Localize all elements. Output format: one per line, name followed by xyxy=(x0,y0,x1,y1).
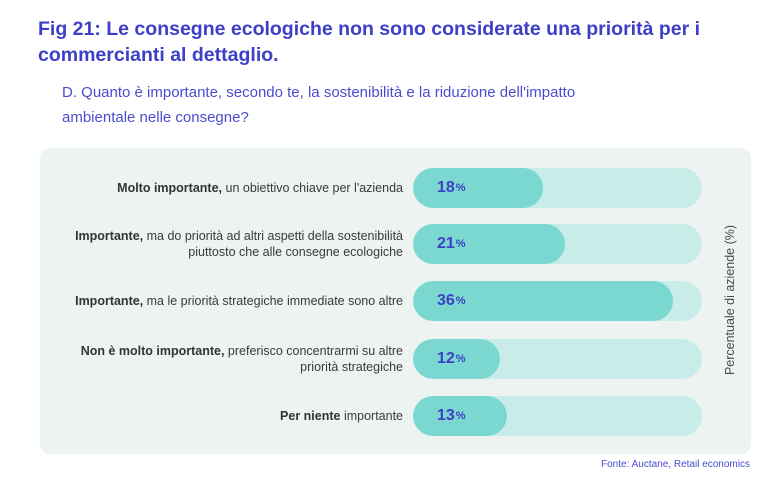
category-label-bold: Per niente xyxy=(280,409,341,423)
data-label-unit: % xyxy=(455,295,466,307)
bar xyxy=(413,396,507,436)
data-label-unit: % xyxy=(455,410,466,422)
bar-track: 18% xyxy=(413,168,702,208)
bar-row: Non è molto importante, preferisco conce… xyxy=(40,339,751,379)
category-label-rest: importante xyxy=(340,409,403,423)
bar xyxy=(413,168,543,208)
category-label-bold: Molto importante, xyxy=(117,181,223,195)
data-label-value: 12 xyxy=(437,350,455,367)
category-label-text: Per niente importante xyxy=(280,408,403,424)
bar-track: 21% xyxy=(413,224,702,264)
bar-track: 13% xyxy=(413,396,702,436)
chart-question: D. Quanto è importante, secondo te, la s… xyxy=(62,84,576,126)
data-label-value: 21 xyxy=(437,235,455,252)
category-label-bold: Importante, xyxy=(75,229,144,243)
category-label-bold: Non è molto importante, xyxy=(80,344,225,358)
category-label-rest: preferisco concentrarmi su altre priorit… xyxy=(224,344,403,374)
chart-title: Fig 21: Le consegne ecologiche non sono … xyxy=(38,18,701,66)
category-label-rest: un obiettivo chiave per l'azienda xyxy=(222,181,403,195)
category-label: Non è molto importante, preferisco conce… xyxy=(63,339,403,379)
category-label-bold: Importante, xyxy=(75,294,144,308)
category-label-rest: ma do priorità ad altri aspetti della so… xyxy=(143,229,403,259)
data-label-unit: % xyxy=(455,353,466,365)
data-label: 36% xyxy=(437,281,466,321)
bar-track: 36% xyxy=(413,281,702,321)
data-label: 18% xyxy=(437,168,466,208)
bar xyxy=(413,339,500,379)
data-label: 13% xyxy=(437,396,466,436)
category-label-text: Molto importante, un obiettivo chiave pe… xyxy=(117,180,403,196)
data-label-unit: % xyxy=(455,238,466,250)
bar xyxy=(413,224,565,264)
chart-panel: Molto importante, un obiettivo chiave pe… xyxy=(40,148,751,454)
data-label: 12% xyxy=(437,339,466,379)
bar-row: Per niente importante 13% xyxy=(40,396,751,436)
category-label-rest: ma le priorità strategiche immediate son… xyxy=(143,294,403,308)
data-label: 21% xyxy=(437,224,466,264)
source-note: Fonte: Auctane, Retail economics xyxy=(601,459,750,470)
category-label-text: Importante, ma le priorità strategiche i… xyxy=(75,293,403,309)
bar-track: 12% xyxy=(413,339,702,379)
category-label-text: Importante, ma do priorità ad altri aspe… xyxy=(63,228,403,260)
bar-row: Molto importante, un obiettivo chiave pe… xyxy=(40,168,751,208)
data-label-unit: % xyxy=(455,182,466,194)
category-label: Per niente importante xyxy=(63,396,403,436)
bar xyxy=(413,281,673,321)
bar-row: Importante, ma le priorità strategiche i… xyxy=(40,281,751,321)
category-label: Importante, ma le priorità strategiche i… xyxy=(63,281,403,321)
category-label: Molto importante, un obiettivo chiave pe… xyxy=(63,168,403,208)
category-label-text: Non è molto importante, preferisco conce… xyxy=(63,343,403,375)
data-label-value: 13 xyxy=(437,407,455,424)
data-label-value: 36 xyxy=(437,292,455,309)
category-label: Importante, ma do priorità ad altri aspe… xyxy=(63,224,403,264)
data-label-value: 18 xyxy=(437,179,455,196)
bar-row: Importante, ma do priorità ad altri aspe… xyxy=(40,224,751,264)
y-axis-label-text: Percentuale di aziende (%) xyxy=(723,224,737,376)
